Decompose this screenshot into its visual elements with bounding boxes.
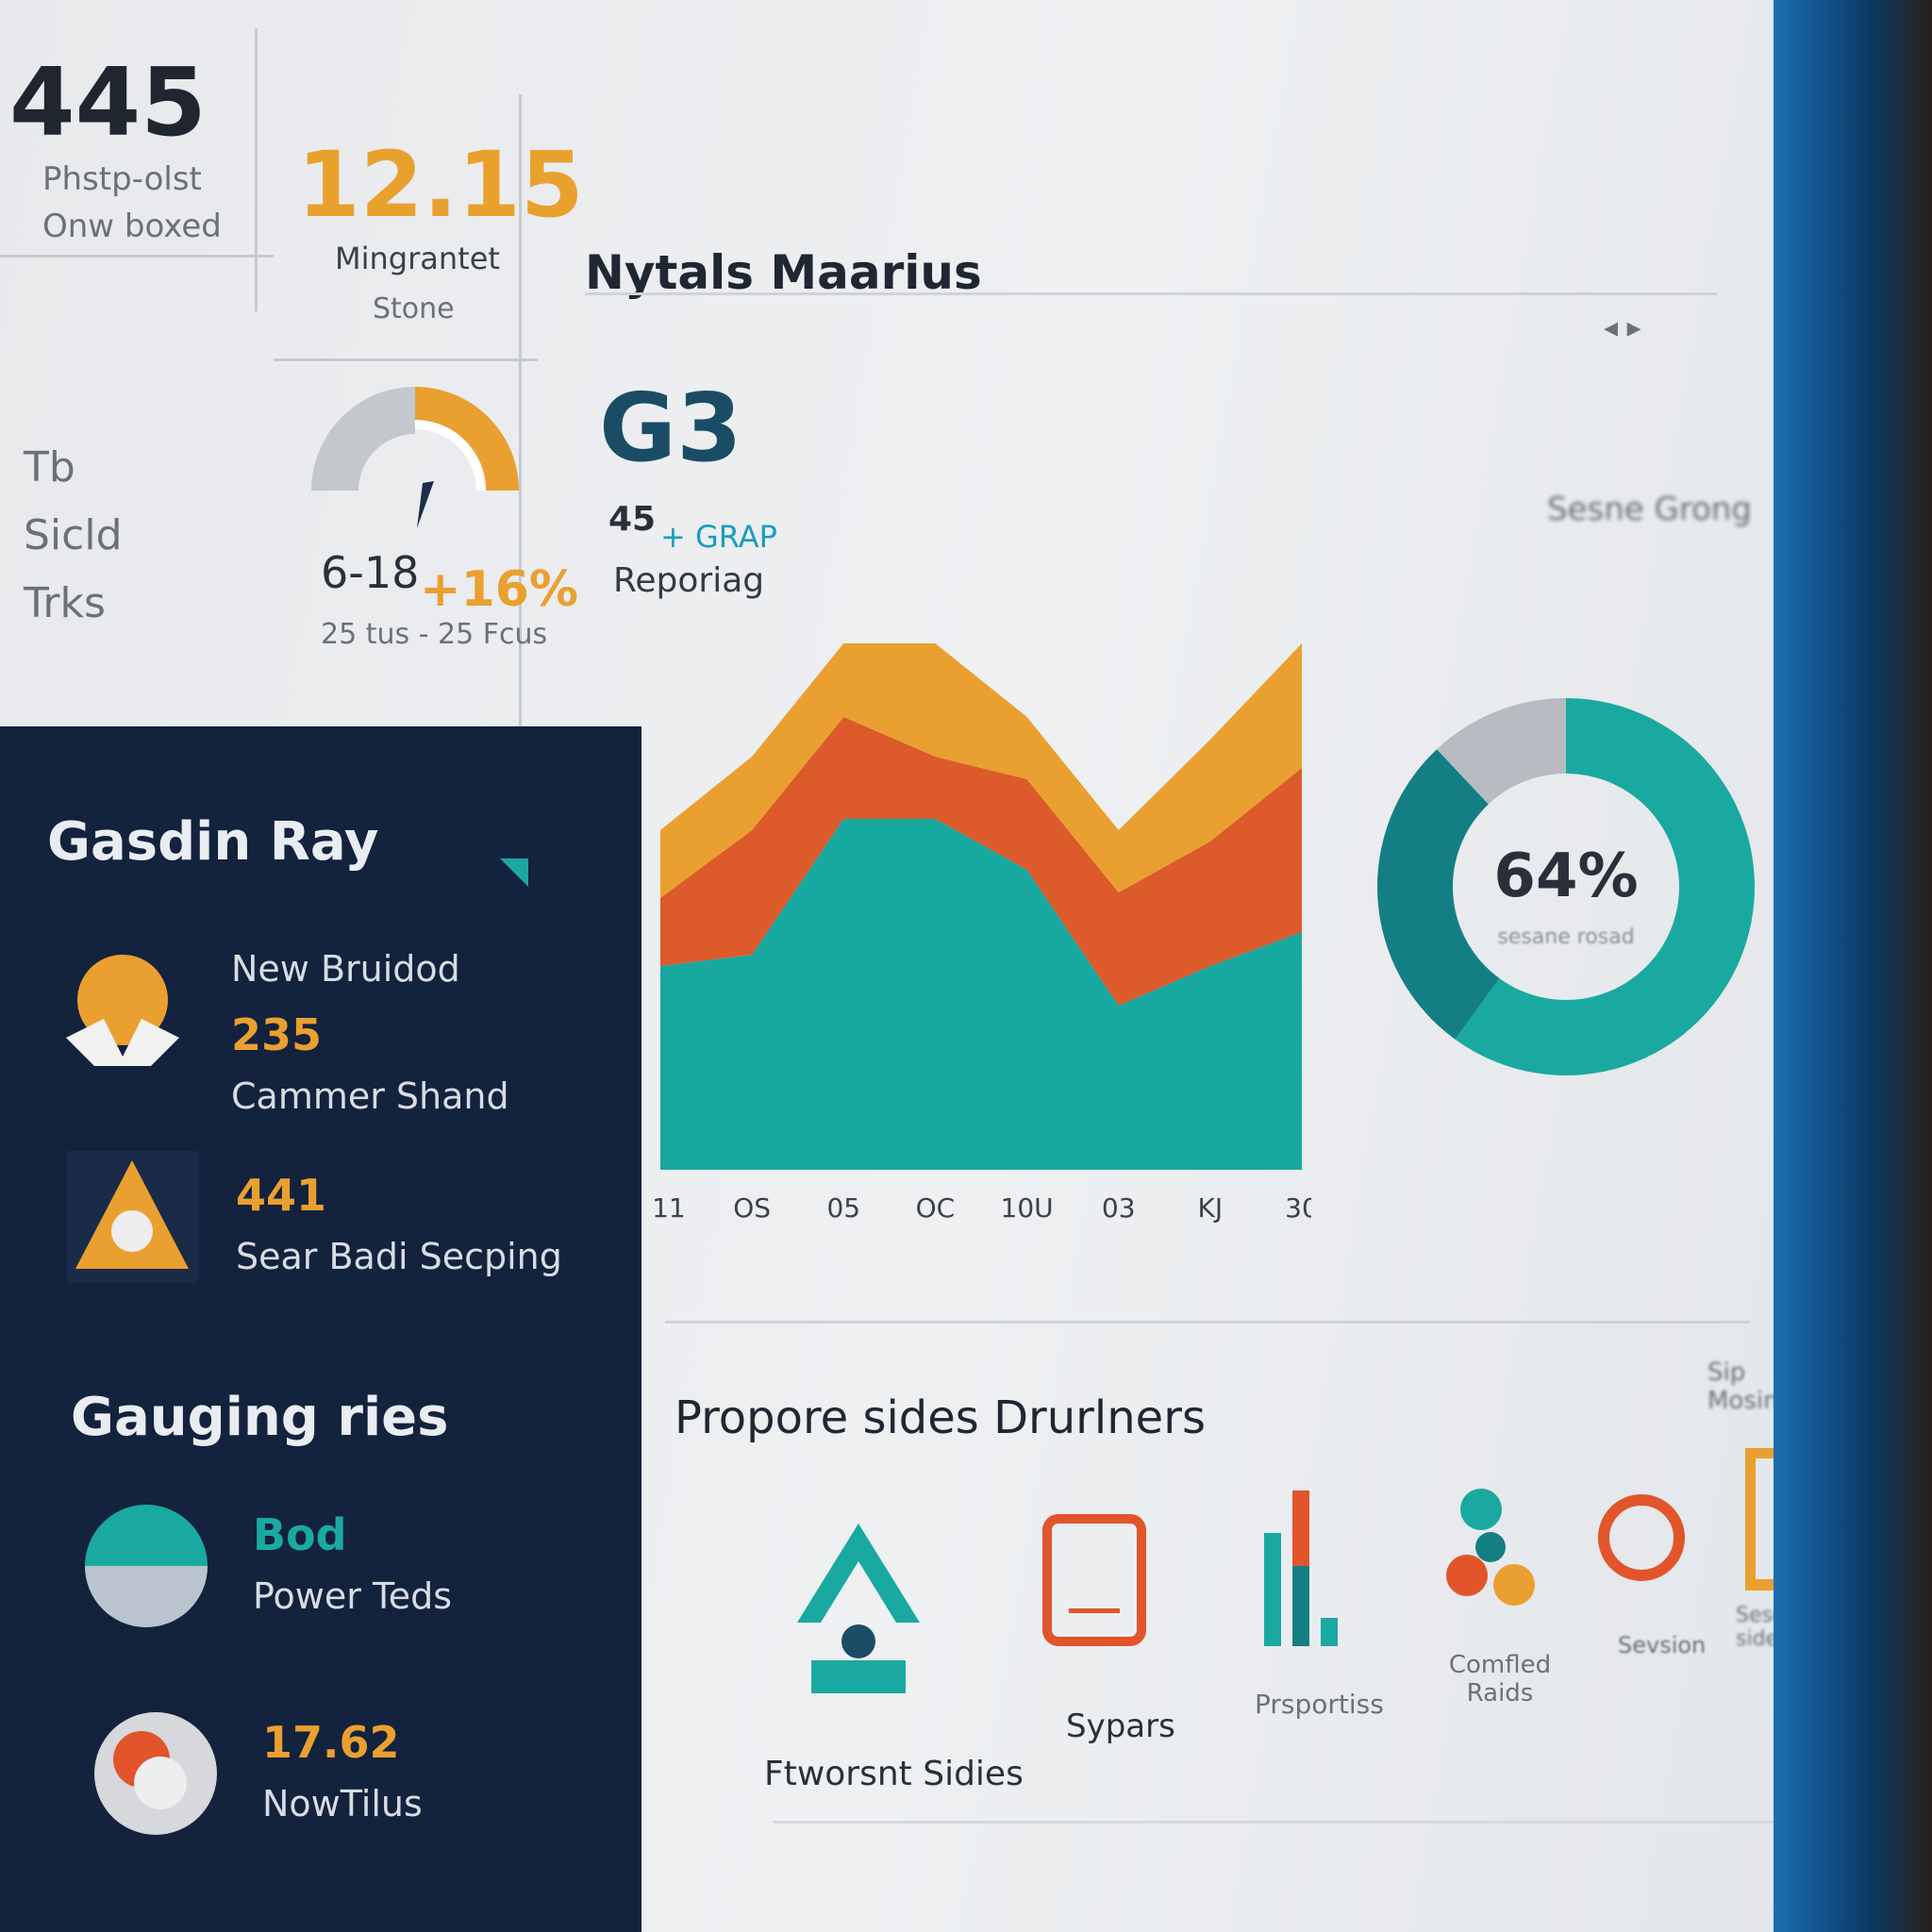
item-value: 235 bbox=[231, 1009, 323, 1060]
divider bbox=[774, 1821, 1792, 1824]
divider bbox=[255, 28, 258, 311]
item-label: Power Teds bbox=[253, 1575, 453, 1617]
x-tick-label: 011 bbox=[651, 1192, 686, 1224]
feature-icon[interactable] bbox=[1443, 1481, 1538, 1623]
stat-label: Mingrantet bbox=[335, 241, 500, 276]
item-value: Bod bbox=[253, 1509, 347, 1560]
divider bbox=[519, 94, 522, 755]
panel-title: Gasdin Ray bbox=[47, 811, 379, 873]
item-label: NowTilus bbox=[262, 1783, 423, 1824]
gauge-label: Sicld bbox=[24, 511, 123, 559]
feature-label[interactable]: Comfled Raids bbox=[1448, 1651, 1552, 1707]
x-tick-label: 05 bbox=[826, 1192, 860, 1224]
x-tick-label: KJ bbox=[1198, 1192, 1224, 1224]
divider bbox=[665, 1321, 1750, 1324]
main-title: Nytals Maarius bbox=[585, 245, 982, 300]
x-tick-label: 03 bbox=[1102, 1192, 1136, 1224]
area-series bbox=[660, 819, 1302, 1170]
item-value: 17.62 bbox=[262, 1717, 400, 1768]
main-sub-tag: + GRAP bbox=[660, 519, 777, 555]
x-tick-label: 30 bbox=[1285, 1192, 1311, 1224]
item-icon bbox=[85, 1505, 208, 1627]
donut-center-label: 64% bbox=[1493, 841, 1638, 911]
feature-label[interactable]: Sypars bbox=[1066, 1707, 1175, 1745]
gauge-fill bbox=[415, 387, 519, 491]
bottom-title: Propore sides Drurlners bbox=[675, 1391, 1206, 1444]
side-panel: Gasdin Ray New Bruidod 235 Cammer Shand … bbox=[0, 726, 641, 1932]
x-tick-label: OC bbox=[916, 1192, 956, 1224]
gauge-labels: Tb Sicld Trks bbox=[24, 434, 123, 638]
item-icon bbox=[66, 955, 179, 1066]
gauge-label: Trks bbox=[24, 579, 106, 627]
donut-segment bbox=[1377, 749, 1500, 1040]
stat-value: 12.15 bbox=[297, 132, 584, 238]
gauge-needle bbox=[417, 481, 434, 528]
x-tick-label: OS bbox=[733, 1192, 771, 1224]
gauge bbox=[311, 387, 519, 528]
window-controls[interactable]: ◂ ▸ bbox=[1604, 311, 1641, 344]
gauge-label: Tb bbox=[24, 443, 75, 491]
item-label: Cammer Shand bbox=[231, 1075, 509, 1117]
gauge-gap bbox=[415, 420, 486, 491]
feature-icon[interactable] bbox=[1255, 1486, 1349, 1656]
section-title: Gauging ries bbox=[71, 1387, 449, 1448]
item-value: 441 bbox=[236, 1170, 327, 1221]
feature-icon[interactable] bbox=[1594, 1462, 1689, 1613]
stat-label: Phstp-olst bbox=[42, 160, 202, 198]
main-sub-label: Reporiag bbox=[613, 561, 765, 600]
dropdown-icon[interactable] bbox=[500, 858, 528, 887]
divider bbox=[0, 255, 274, 258]
main-sub-value: 45 bbox=[608, 500, 657, 539]
monitor-bezel bbox=[1774, 0, 1932, 1932]
x-tick-label: 10U bbox=[1001, 1192, 1054, 1224]
feature-label[interactable]: Prsportiss bbox=[1255, 1689, 1384, 1720]
gauge-note: 25 tus - 25 Fcus bbox=[321, 618, 548, 651]
feature-icon[interactable] bbox=[1042, 1514, 1146, 1646]
divider bbox=[274, 358, 538, 361]
divider bbox=[585, 292, 1717, 295]
donut-segment bbox=[1437, 698, 1566, 805]
screen: 445 Phstp-olst Onw boxed 12.15 Mingrante… bbox=[0, 0, 1792, 1932]
item-icon bbox=[94, 1712, 217, 1835]
gauge-track bbox=[311, 387, 415, 491]
feature-label[interactable]: Ftworsnt Sidies bbox=[764, 1755, 1024, 1793]
item-icon bbox=[66, 1151, 198, 1283]
stat-value: 445 bbox=[9, 47, 207, 158]
area-series bbox=[660, 643, 1302, 898]
stat-sub: Stone bbox=[373, 292, 455, 325]
item-label: Sear Badi Secping bbox=[236, 1236, 562, 1277]
item-title: New Bruidod bbox=[231, 948, 460, 990]
stat-sub: Onw boxed bbox=[42, 208, 222, 245]
donut-chart: 64% sesane rosad bbox=[1377, 698, 1755, 1075]
donut-center-sub: sesane rosad bbox=[1497, 925, 1634, 949]
donut-segment bbox=[1455, 698, 1755, 1075]
gauge-value: 6-18 bbox=[321, 547, 420, 598]
feature-icon[interactable] bbox=[792, 1519, 924, 1698]
main-big: G3 bbox=[599, 373, 742, 483]
feature-label[interactable]: Sevsion bbox=[1618, 1632, 1707, 1658]
gauge-change: +16% bbox=[420, 561, 579, 618]
side-label: Sesne Grong bbox=[1547, 491, 1752, 528]
area-chart: 011 OS 05 OC 10U 03 KJ 30 bbox=[651, 643, 1311, 1224]
area-series bbox=[660, 717, 1302, 1006]
